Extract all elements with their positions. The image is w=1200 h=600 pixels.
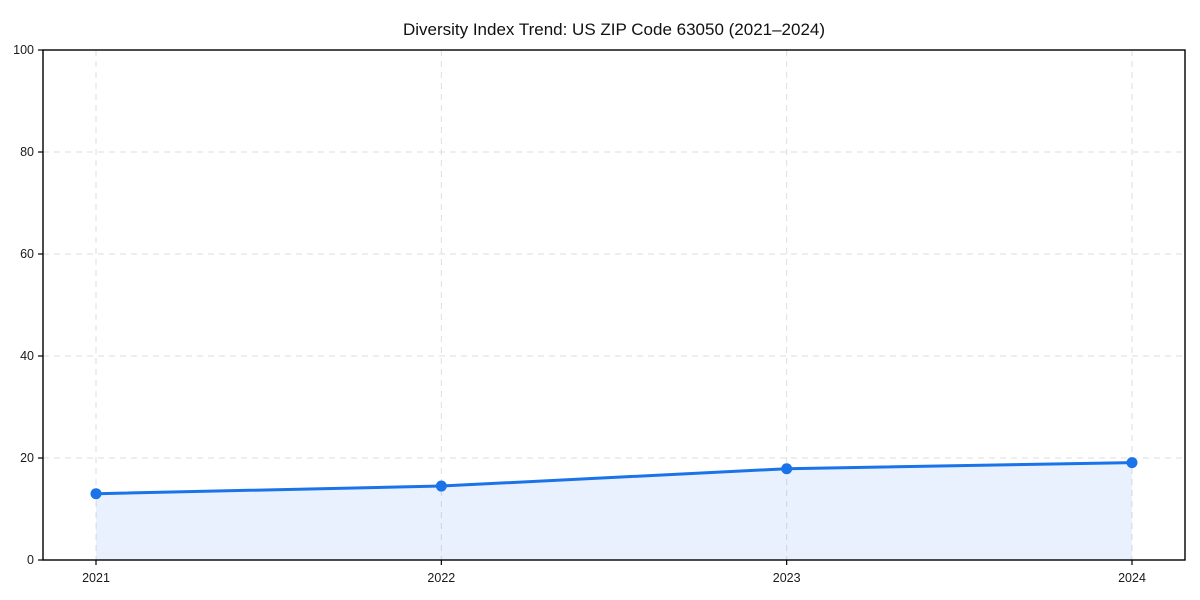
data-point bbox=[90, 488, 102, 500]
y-axis-tick-label: 20 bbox=[20, 451, 34, 465]
y-axis-tick-label: 80 bbox=[20, 145, 34, 159]
data-point bbox=[1126, 457, 1138, 469]
x-axis-tick-label: 2023 bbox=[773, 571, 801, 585]
x-axis-tick-label: 2024 bbox=[1118, 571, 1146, 585]
y-axis-tick-label: 60 bbox=[20, 247, 34, 261]
data-point bbox=[435, 480, 447, 492]
x-axis-tick-label: 2021 bbox=[82, 571, 110, 585]
chart-title: Diversity Index Trend: US ZIP Code 63050… bbox=[402, 20, 826, 39]
series-line bbox=[94, 461, 1134, 496]
x-axis-tick-label: 2022 bbox=[427, 571, 455, 585]
y-axis-tick-label: 40 bbox=[20, 349, 34, 363]
plot-border bbox=[42, 49, 1186, 561]
y-axis-tick-label: 0 bbox=[27, 553, 34, 567]
y-axis-tick-label: 100 bbox=[13, 43, 34, 57]
data-point bbox=[781, 463, 793, 475]
series-area-fill bbox=[96, 462, 1132, 560]
